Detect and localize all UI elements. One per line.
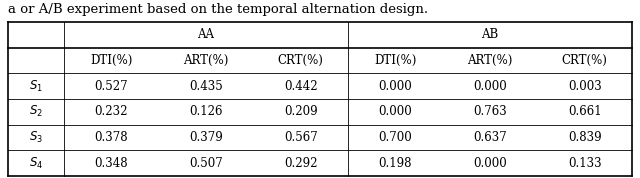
Text: 0.133: 0.133	[568, 157, 602, 170]
Text: $S_2$: $S_2$	[29, 104, 43, 119]
Text: 0.000: 0.000	[473, 80, 507, 93]
Text: 0.527: 0.527	[95, 80, 128, 93]
Text: 0.567: 0.567	[284, 131, 317, 144]
Text: 0.378: 0.378	[95, 131, 128, 144]
Text: a or A/B experiment based on the temporal alternation design.: a or A/B experiment based on the tempora…	[8, 3, 428, 16]
Text: CRT(%): CRT(%)	[278, 54, 324, 67]
Text: 0.379: 0.379	[189, 131, 223, 144]
Text: 0.839: 0.839	[568, 131, 602, 144]
Text: ART(%): ART(%)	[183, 54, 228, 67]
Text: 0.661: 0.661	[568, 105, 602, 118]
Text: $S_4$: $S_4$	[29, 156, 43, 171]
Text: 0.126: 0.126	[189, 105, 223, 118]
Text: 0.232: 0.232	[95, 105, 128, 118]
Text: AB: AB	[481, 28, 499, 41]
Text: 0.000: 0.000	[378, 80, 412, 93]
Text: 0.209: 0.209	[284, 105, 317, 118]
Text: 0.637: 0.637	[473, 131, 507, 144]
Text: $S_1$: $S_1$	[29, 79, 43, 94]
Text: 0.700: 0.700	[378, 131, 412, 144]
Text: 0.763: 0.763	[473, 105, 507, 118]
Text: 0.003: 0.003	[568, 80, 602, 93]
Text: 0.198: 0.198	[379, 157, 412, 170]
Text: $S_3$: $S_3$	[29, 130, 43, 145]
Text: ART(%): ART(%)	[467, 54, 513, 67]
Text: 0.000: 0.000	[378, 105, 412, 118]
Text: 0.442: 0.442	[284, 80, 317, 93]
Text: CRT(%): CRT(%)	[562, 54, 607, 67]
Text: DTI(%): DTI(%)	[90, 54, 132, 67]
Text: DTI(%): DTI(%)	[374, 54, 417, 67]
Text: AA: AA	[198, 28, 214, 41]
Text: 0.507: 0.507	[189, 157, 223, 170]
Text: 0.348: 0.348	[95, 157, 128, 170]
Text: 0.292: 0.292	[284, 157, 317, 170]
Text: 0.000: 0.000	[473, 157, 507, 170]
Text: 0.435: 0.435	[189, 80, 223, 93]
